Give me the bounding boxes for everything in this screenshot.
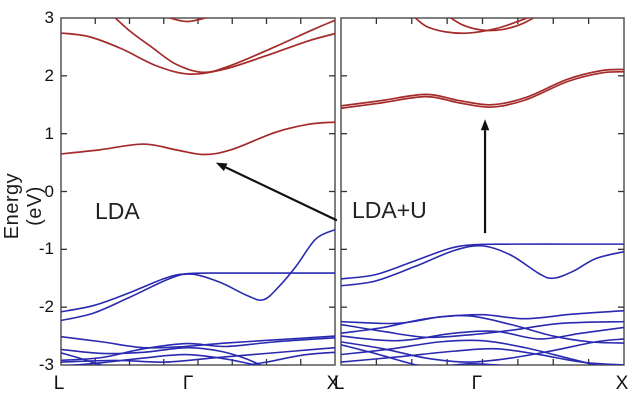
- y-axis-tick-label: -2: [38, 297, 54, 317]
- panel-label-lda: LDA: [95, 198, 140, 224]
- band-path: [341, 244, 624, 287]
- band-path: [449, 18, 535, 32]
- band-path: [341, 68, 624, 107]
- band-path: [61, 272, 335, 313]
- axis-ticks: [341, 18, 624, 365]
- band-path: [341, 243, 624, 280]
- band-path: [341, 347, 624, 365]
- panel-label-lda-u: LDA+U: [352, 197, 427, 223]
- x-axis-label: L: [53, 373, 65, 394]
- band-path: [341, 326, 624, 342]
- y-axis-tick-label: -1: [38, 239, 54, 259]
- band-path: [341, 309, 624, 325]
- panel-frame: [60, 17, 336, 366]
- band-path: [61, 335, 335, 349]
- x-axis-label: L: [333, 373, 345, 394]
- band-path: [341, 343, 422, 365]
- band-path: [341, 339, 600, 365]
- x-axis-label: X: [615, 373, 629, 394]
- band-path: [61, 228, 335, 322]
- band-path: [341, 70, 624, 110]
- band-curves: [61, 18, 335, 365]
- gap-transition-arrow: [480, 119, 490, 234]
- band-path: [341, 320, 624, 339]
- x-axis-label: Γ: [471, 373, 483, 394]
- band-path: [114, 18, 335, 74]
- band-path: [414, 18, 530, 35]
- gap-transition-arrow: [215, 162, 338, 222]
- band-path: [65, 353, 259, 365]
- axis-ticks: [61, 18, 335, 365]
- band-path: [61, 337, 335, 362]
- y-axis-tick-label: 3: [44, 8, 54, 27]
- band-path: [61, 121, 335, 156]
- band-path: [61, 32, 335, 75]
- x-axis-label: Γ: [182, 373, 194, 394]
- band-path: [167, 18, 209, 23]
- band-path: [448, 362, 507, 365]
- x-axis-label: X: [326, 373, 340, 394]
- y-axis-tick-label: -3: [38, 355, 54, 374]
- band-curves: [341, 18, 624, 365]
- band-path: [61, 346, 335, 363]
- y-axis-tick-label: 1: [44, 123, 54, 143]
- y-axis-tick-label: 2: [44, 65, 54, 85]
- band-path: [61, 352, 104, 365]
- y-axis-tick-label: 0: [44, 181, 54, 201]
- band-path: [61, 346, 262, 365]
- band-path: [341, 314, 624, 344]
- band-path: [243, 351, 335, 365]
